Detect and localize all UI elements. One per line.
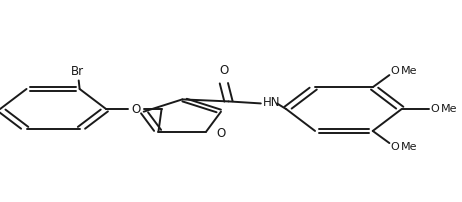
Text: O: O (216, 127, 225, 140)
Text: Br: Br (71, 65, 84, 78)
Text: O: O (431, 104, 439, 114)
Text: Me: Me (441, 104, 457, 114)
Text: O: O (219, 64, 229, 77)
Text: Me: Me (401, 66, 417, 76)
Text: O: O (391, 66, 400, 76)
Text: O: O (391, 142, 400, 152)
Text: O: O (132, 103, 141, 116)
Text: Me: Me (401, 142, 417, 152)
Text: HN: HN (263, 96, 280, 109)
